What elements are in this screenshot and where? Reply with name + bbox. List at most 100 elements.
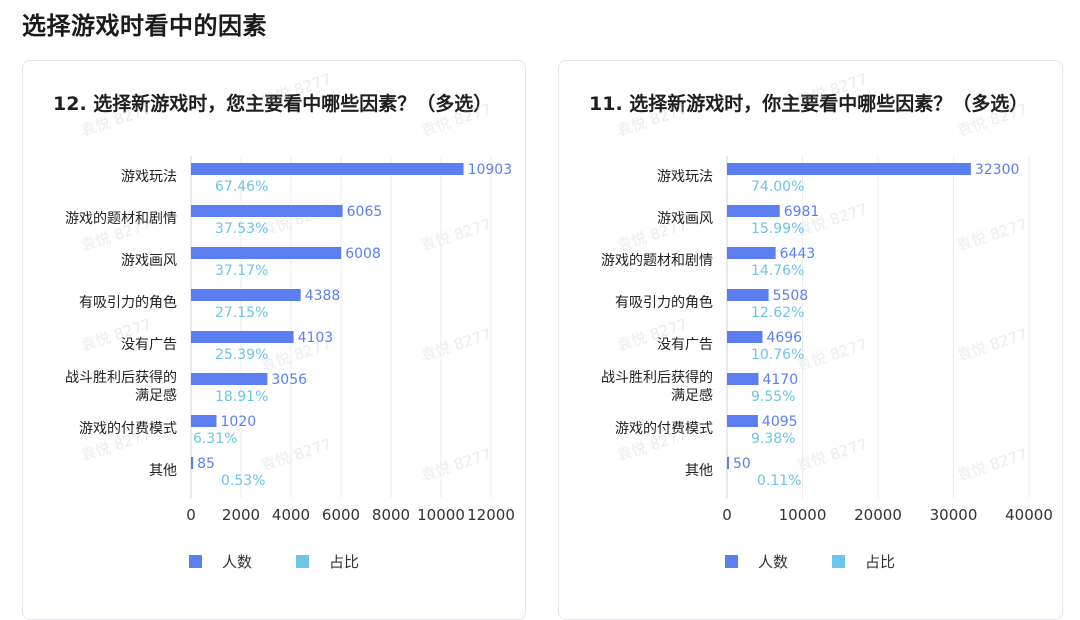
- count-bar[interactable]: [727, 331, 763, 343]
- count-value-label: 4388: [305, 288, 341, 304]
- category-label-line: 游戏的题材和剧情: [65, 211, 177, 227]
- category-label-line: 没有广告: [121, 337, 177, 353]
- count-value-label: 4170: [762, 372, 798, 388]
- count-value-label: 4696: [766, 330, 802, 346]
- category-label-line: 游戏画风: [657, 211, 713, 227]
- ratio-value-label: 6.31%: [193, 431, 237, 447]
- count-value-label: 85: [197, 456, 215, 472]
- x-tick-label: 40000: [1005, 506, 1053, 524]
- category-label-line: 游戏的题材和剧情: [601, 253, 713, 269]
- watermark-text: 袁悦 8277: [615, 100, 690, 140]
- legend-label-count: 人数: [222, 553, 253, 571]
- category-label: 游戏玩法: [657, 169, 713, 185]
- watermark-text: 袁悦 8277: [795, 70, 870, 110]
- category-label-line: 有吸引力的角色: [79, 294, 177, 311]
- legend-label-ratio: 占比: [329, 553, 360, 571]
- watermark-text: 袁悦 8277: [259, 70, 334, 110]
- category-label-line: 游戏玩法: [121, 169, 177, 185]
- count-bar[interactable]: [727, 457, 729, 469]
- watermark-text: 袁悦 8277: [259, 435, 334, 475]
- legend-swatch-count: [189, 555, 202, 568]
- count-bar[interactable]: [727, 205, 780, 217]
- category-label: 游戏的题材和剧情: [601, 253, 713, 269]
- category-label: 战斗胜利后获得的满足感: [65, 369, 177, 404]
- count-value-label: 1020: [221, 414, 257, 430]
- category-label-line: 没有广告: [657, 337, 713, 353]
- legend-item-count[interactable]: 人数: [189, 551, 252, 572]
- category-label-line: 有吸引力的角色: [615, 294, 713, 311]
- ratio-value-label: 0.11%: [757, 473, 801, 489]
- chart-card-q11: 11. 选择新游戏时，你主要看中哪些因素？（多选） 袁悦 8277 袁悦 8277…: [558, 60, 1063, 620]
- legend-swatch-ratio: [296, 555, 310, 568]
- x-tick-label: 10000: [417, 506, 465, 524]
- legend-item-ratio[interactable]: 占比: [296, 551, 359, 572]
- ratio-value-label: 0.53%: [221, 473, 265, 489]
- count-value-label: 6443: [780, 246, 816, 262]
- count-bar[interactable]: [727, 247, 776, 259]
- category-label: 游戏的题材和剧情: [65, 211, 177, 227]
- count-bar[interactable]: [191, 289, 301, 301]
- watermark-text: 袁悦 8277: [419, 100, 494, 140]
- category-label-line: 游戏的付费模式: [79, 421, 177, 437]
- legend-item-count[interactable]: 人数: [725, 551, 788, 572]
- count-bar[interactable]: [191, 331, 294, 343]
- chart-title: 11. 选择新游戏时，你主要看中哪些因素？（多选）: [589, 93, 1029, 115]
- watermark-text: 袁悦 8277: [419, 215, 494, 255]
- category-label: 游戏的付费模式: [79, 421, 177, 437]
- count-bar[interactable]: [727, 415, 758, 427]
- count-bar[interactable]: [727, 289, 769, 301]
- x-tick-label: 0: [186, 506, 196, 524]
- legend-label-ratio: 占比: [865, 553, 896, 571]
- count-bar[interactable]: [191, 415, 217, 427]
- x-tick-label: 4000: [272, 506, 310, 524]
- x-tick-label: 0: [722, 506, 732, 524]
- watermark-text: 袁悦 8277: [419, 445, 494, 485]
- count-bar[interactable]: [727, 373, 759, 385]
- x-tick-label: 2000: [222, 506, 260, 524]
- legend-label-count: 人数: [758, 553, 789, 571]
- count-value-label: 10903: [468, 162, 513, 178]
- legend-item-ratio[interactable]: 占比: [832, 551, 895, 572]
- chart-card-q12: 12. 选择新游戏时，您主要看中哪些因素？（多选） 袁悦 8277 袁悦 8277…: [22, 60, 526, 620]
- count-bar[interactable]: [727, 163, 971, 175]
- count-bar[interactable]: [191, 163, 464, 175]
- x-tick-label: 10000: [779, 506, 827, 524]
- watermark-text: 袁悦 8277: [955, 325, 1030, 365]
- ratio-value-label: 15.99%: [751, 221, 804, 237]
- watermark-text: 袁悦 8277: [955, 100, 1030, 140]
- count-bar[interactable]: [191, 247, 342, 259]
- category-label-line: 其他: [685, 463, 713, 479]
- legend: 人数 占比: [189, 551, 403, 572]
- category-label: 游戏玩法: [121, 169, 177, 185]
- category-label: 其他: [685, 463, 713, 479]
- count-value-label: 3056: [271, 372, 307, 388]
- count-value-label: 5508: [773, 288, 809, 304]
- count-value-label: 4103: [298, 330, 334, 346]
- count-value-label: 32300: [975, 162, 1020, 178]
- category-label: 游戏画风: [121, 253, 177, 269]
- category-label: 有吸引力的角色: [615, 294, 713, 311]
- ratio-value-label: 10.76%: [751, 347, 804, 363]
- category-label-line: 其他: [149, 463, 177, 479]
- watermark-text: 袁悦 8277: [79, 100, 154, 140]
- bar-chart-q11: 袁悦 8277 袁悦 8277 袁悦 8277 袁悦 8277 袁悦 8277 袁悦 82…: [601, 70, 1053, 524]
- ratio-value-label: 18.91%: [215, 389, 268, 405]
- count-bar[interactable]: [191, 457, 194, 469]
- page-title: 选择游戏时看中的因素: [22, 12, 267, 40]
- chart-title: 12. 选择新游戏时，您主要看中哪些因素？（多选）: [53, 93, 493, 115]
- count-bar[interactable]: [191, 373, 268, 385]
- count-bar[interactable]: [191, 205, 343, 217]
- count-value-label: 50: [733, 456, 751, 472]
- watermark-text: 袁悦 8277: [955, 215, 1030, 255]
- category-label-line: 战斗胜利后获得的: [601, 369, 713, 386]
- ratio-value-label: 12.62%: [751, 305, 804, 321]
- watermark-text: 袁悦 8277: [795, 335, 870, 375]
- category-label-line: 游戏玩法: [657, 169, 713, 185]
- ratio-value-label: 9.38%: [751, 431, 795, 447]
- legend: 人数 占比: [725, 551, 939, 572]
- count-value-label: 6065: [347, 204, 383, 220]
- count-value-label: 6981: [784, 204, 820, 220]
- category-label: 游戏画风: [657, 211, 713, 227]
- count-value-label: 6008: [345, 246, 381, 262]
- category-label: 其他: [149, 463, 177, 479]
